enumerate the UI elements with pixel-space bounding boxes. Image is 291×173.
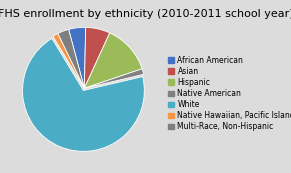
Wedge shape <box>22 38 144 151</box>
Wedge shape <box>58 29 84 88</box>
Wedge shape <box>53 33 84 88</box>
Text: FHS enrollment by ethnicity (2010-2011 school year): FHS enrollment by ethnicity (2010-2011 s… <box>0 9 291 19</box>
Wedge shape <box>84 27 110 88</box>
Wedge shape <box>84 33 142 88</box>
Legend: African American, Asian, Hispanic, Native American, White, Native Hawaiian, Paci: African American, Asian, Hispanic, Nativ… <box>167 54 291 133</box>
Wedge shape <box>69 27 86 88</box>
Wedge shape <box>84 69 144 88</box>
